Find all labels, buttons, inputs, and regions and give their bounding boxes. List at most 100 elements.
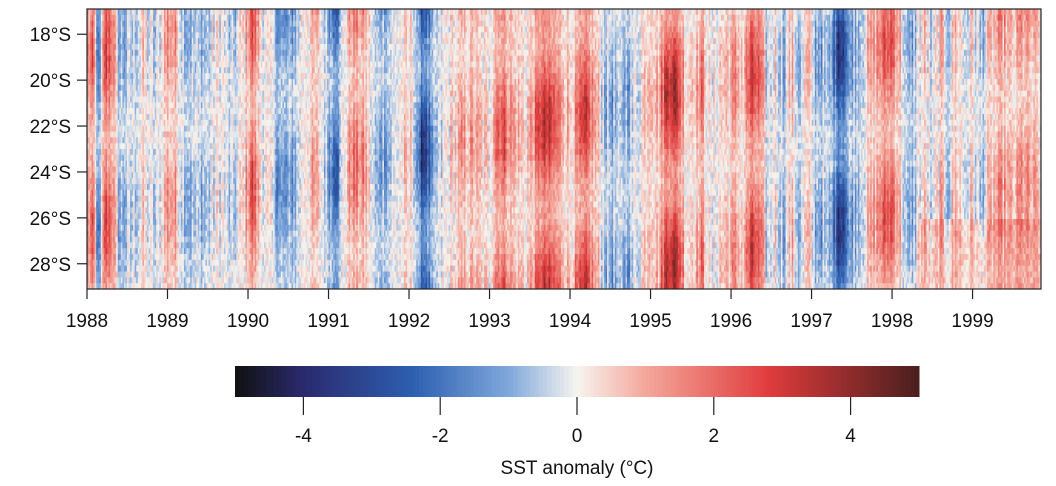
heatmap-cell: [127, 102, 129, 109]
heatmap-cell: [105, 259, 108, 267]
heatmap-cell: [125, 131, 128, 138]
heatmap-cell: [131, 195, 134, 202]
heatmap-cell: [142, 236, 145, 243]
heatmap-cell: [116, 184, 119, 191]
heatmap-cell: [90, 160, 93, 167]
heatmap-cell: [162, 114, 165, 121]
heatmap-cell: [97, 119, 100, 127]
heatmap-cell: [151, 143, 154, 150]
heatmap-cell: [147, 184, 149, 191]
heatmap-cell: [137, 9, 140, 16]
heatmap-cell: [117, 172, 120, 179]
heatmap-cell: [87, 184, 89, 191]
heatmap-cell: [163, 248, 166, 255]
heatmap-cell: [143, 73, 146, 80]
heatmap-cell: [125, 90, 128, 97]
heatmap-cell: [114, 67, 117, 74]
heatmap-cell: [91, 154, 94, 162]
heatmap-cell: [145, 102, 148, 109]
heatmap-cell: [133, 96, 136, 103]
heatmap-cell: [105, 119, 108, 127]
heatmap-cell: [156, 79, 159, 86]
heatmap-cell: [133, 172, 136, 179]
heatmap-cell: [110, 213, 113, 220]
heatmap-cell: [88, 219, 91, 226]
heatmap-cell: [94, 277, 97, 284]
heatmap-cell: [159, 271, 162, 278]
heatmap-cell: [99, 259, 102, 267]
heatmap-cell: [90, 79, 93, 86]
heatmap-cell: [163, 195, 166, 202]
heatmap-cell: [103, 259, 106, 267]
heatmap-cell: [153, 26, 156, 33]
heatmap-cell: [90, 271, 93, 278]
heatmap-cell: [159, 219, 162, 226]
heatmap-cell: [148, 90, 151, 97]
heatmap-cell: [156, 26, 159, 33]
heatmap-cell: [105, 9, 108, 16]
heatmap-cell: [134, 154, 137, 162]
heatmap-cell: [142, 207, 145, 214]
heatmap-cell: [168, 213, 171, 220]
heatmap-cell: [108, 73, 111, 80]
heatmap-cell: [108, 265, 111, 272]
heatmap-cell: [150, 248, 153, 255]
heatmap-cell: [170, 90, 173, 97]
heatmap-cell: [167, 38, 169, 45]
heatmap-cell: [157, 73, 160, 80]
heatmap-cell: [140, 61, 143, 68]
heatmap-cell: [154, 55, 157, 62]
heatmap-cell: [97, 184, 100, 191]
heatmap-cell: [93, 79, 96, 86]
heatmap-cell: [87, 230, 89, 237]
heatmap-cell: [143, 184, 146, 191]
heatmap-cell: [167, 154, 169, 162]
heatmap-cell: [140, 102, 143, 109]
heatmap-cell: [150, 26, 153, 33]
heatmap-cell: [90, 230, 93, 237]
heatmap-cell: [91, 108, 94, 115]
heatmap-cell: [167, 236, 169, 243]
heatmap-cell: [134, 49, 137, 57]
heatmap-cell: [160, 172, 163, 179]
heatmap-cell: [170, 178, 173, 185]
heatmap-cell: [93, 213, 96, 220]
heatmap-cell: [88, 137, 91, 144]
heatmap-cell: [100, 49, 103, 57]
heatmap-cell: [99, 207, 102, 214]
heatmap-cell: [134, 254, 137, 261]
heatmap-cell: [154, 230, 157, 237]
heatmap-cell: [140, 195, 143, 202]
heatmap-cell: [134, 265, 137, 272]
heatmap-cell: [103, 26, 106, 33]
heatmap-cell: [153, 44, 156, 51]
heatmap-cell: [97, 172, 100, 179]
heatmap-cell: [162, 242, 165, 249]
heatmap-cell: [93, 201, 96, 208]
heatmap-cell: [113, 189, 116, 197]
heatmap-cell: [107, 283, 109, 290]
heatmap-cell: [122, 14, 125, 22]
heatmap-cell: [156, 131, 159, 138]
heatmap-cell: [94, 90, 97, 97]
heatmap-cell: [90, 49, 93, 57]
heatmap-cell: [122, 242, 125, 249]
heatmap-cell: [134, 20, 137, 27]
heatmap-cell: [130, 108, 133, 115]
heatmap-cell: [113, 55, 116, 62]
heatmap-cell: [140, 14, 143, 22]
heatmap-cell: [151, 271, 154, 278]
heatmap-cell: [168, 125, 171, 132]
heatmap-cell: [123, 137, 126, 144]
heatmap-cell: [167, 108, 169, 115]
heatmap-cell: [128, 84, 131, 92]
heatmap-cell: [136, 102, 139, 109]
heatmap-cell: [128, 201, 131, 208]
heatmap-cell: [145, 96, 148, 103]
heatmap-cell: [114, 195, 117, 202]
heatmap-cell: [159, 32, 162, 39]
heatmap-cell: [119, 265, 122, 272]
heatmap-cell: [113, 195, 116, 202]
heatmap-cell: [145, 61, 148, 68]
heatmap-cell: [97, 236, 100, 243]
